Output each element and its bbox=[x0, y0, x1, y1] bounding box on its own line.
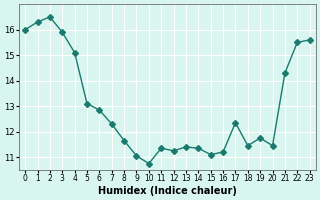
X-axis label: Humidex (Indice chaleur): Humidex (Indice chaleur) bbox=[98, 186, 237, 196]
